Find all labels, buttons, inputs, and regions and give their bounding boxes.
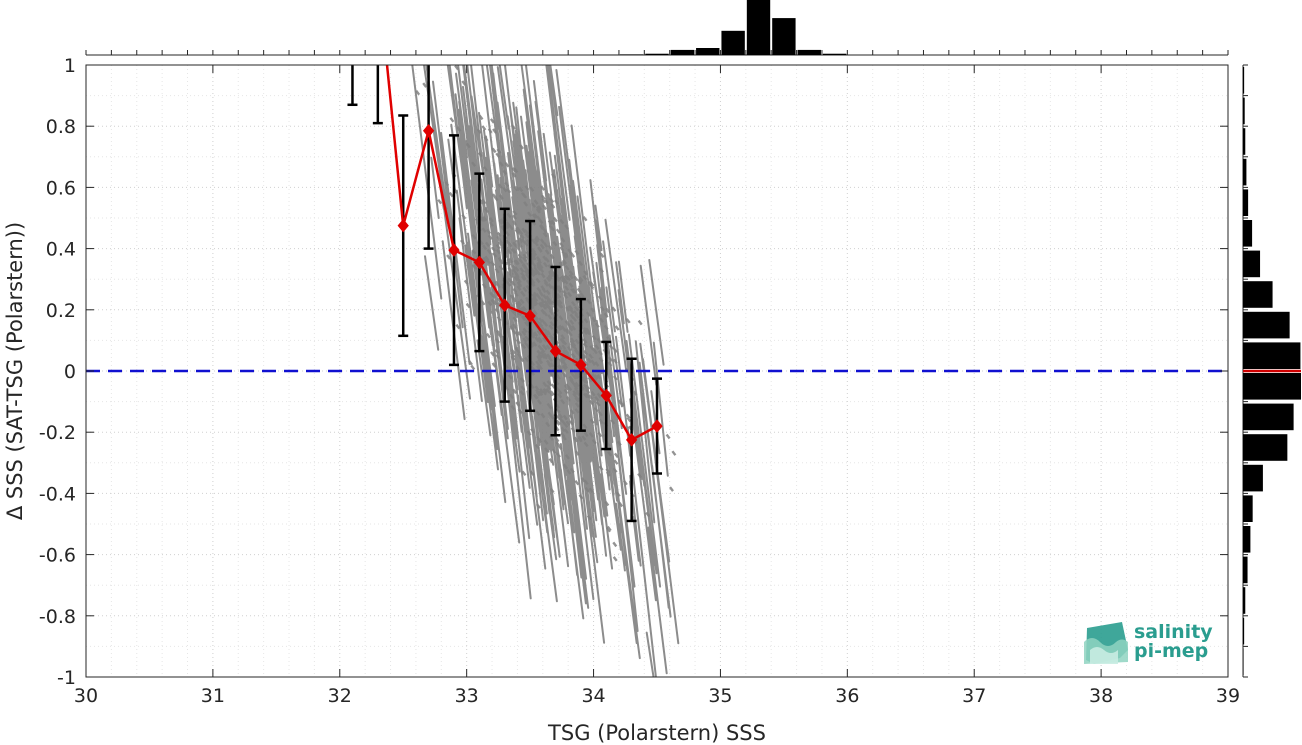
x-tick-label: 34 — [581, 685, 605, 707]
y-tick-label: -0.4 — [39, 483, 76, 505]
top-histogram — [85, 0, 1229, 56]
right-histogram-bar — [1243, 403, 1294, 431]
right-histogram-bar — [1243, 434, 1288, 461]
mean-point — [600, 388, 612, 403]
logo-line2: pi-mep — [1134, 640, 1208, 662]
y-tick-label: -1 — [57, 667, 76, 689]
y-tick-label: 0.2 — [46, 300, 76, 322]
right-histogram-bar — [1243, 281, 1273, 308]
right-histogram-bar — [1243, 97, 1245, 125]
x-axis-title: TSG (Polarstern) SSS — [547, 721, 766, 745]
y-tick-label: -0.8 — [39, 606, 76, 628]
right-histogram-bar — [1243, 495, 1253, 522]
top-histogram-bar — [797, 49, 821, 55]
right-histogram-bar — [1243, 250, 1261, 278]
mean-point — [651, 419, 663, 433]
binned-mean-series — [385, 65, 663, 447]
salinity-pi-mep-logo: salinity pi-mep — [1084, 621, 1213, 664]
mean-point — [397, 218, 409, 233]
mean-point — [524, 309, 536, 323]
error-bar — [372, 65, 383, 125]
top-histogram-bar — [822, 53, 847, 55]
right-histogram-bar — [1243, 526, 1251, 553]
y-tick-label: 0.6 — [46, 177, 76, 199]
y-tick-label: -0.2 — [39, 422, 76, 444]
right-histogram-bar — [1243, 189, 1249, 216]
mean-point — [448, 243, 460, 257]
right-histogram-bar — [1243, 464, 1263, 492]
y-tick-label: 0.8 — [46, 116, 76, 138]
top-histogram-bar — [619, 54, 644, 55]
y-tick-label: 0 — [64, 361, 76, 383]
x-tick-label: 36 — [835, 685, 859, 707]
mean-point — [422, 124, 435, 138]
mean-point — [499, 298, 511, 312]
right-histogram-bar — [1243, 128, 1246, 155]
logo-waves-icon-layer-2 — [1090, 647, 1118, 664]
right-histogram-bar — [1243, 342, 1301, 369]
top-histogram-bar — [670, 49, 695, 55]
top-histogram-bar — [645, 53, 669, 55]
right-histogram-bar — [1243, 220, 1253, 247]
y-tick-label: 0.4 — [46, 239, 76, 261]
y-axis-title: Δ SSS (SAT-TSG (Polarstern)) — [3, 222, 27, 520]
right-histogram-bar — [1243, 311, 1290, 339]
mean-point — [549, 344, 562, 358]
right-histogram-bar — [1243, 617, 1245, 645]
scatter-core — [415, 65, 677, 562]
right-histogram-bar — [1243, 587, 1246, 614]
x-tick-label: 38 — [1089, 685, 1113, 707]
right-histogram-bar — [1243, 67, 1245, 94]
y-tick-label: 1 — [64, 55, 76, 77]
right-histogram-bar — [1243, 648, 1244, 675]
top-histogram-bar — [772, 18, 796, 55]
top-histogram-bar — [721, 30, 745, 55]
x-tick-label: 39 — [1216, 685, 1240, 707]
right-histogram-bar — [1243, 373, 1301, 400]
mean-point — [473, 255, 486, 270]
right-histogram-bar — [1243, 556, 1248, 584]
mean-point — [575, 358, 587, 372]
logo-line1: salinity — [1134, 621, 1213, 643]
x-tick-label: 30 — [74, 685, 98, 707]
x-tick-label: 37 — [962, 685, 986, 707]
x-tick-label: 31 — [201, 685, 225, 707]
y-tick-label: -0.6 — [39, 545, 76, 567]
top-histogram-bar — [746, 0, 771, 55]
right-histogram-bar — [1243, 158, 1247, 186]
x-tick-label: 35 — [708, 685, 732, 707]
error-bar — [347, 65, 358, 107]
x-tick-label: 32 — [328, 685, 352, 707]
y-axis-ticks: -1 -0.8 -0.6 -0.4 -0.2 0 0.2 0.4 0.6 0.8 1 — [39, 55, 1228, 689]
mean-point — [625, 433, 638, 447]
right-histogram — [1242, 64, 1301, 678]
x-axis-ticks: 30 31 32 33 34 35 36 37 38 39 — [74, 65, 1240, 707]
x-tick-label: 33 — [455, 685, 479, 707]
top-histogram-bar — [696, 48, 720, 55]
